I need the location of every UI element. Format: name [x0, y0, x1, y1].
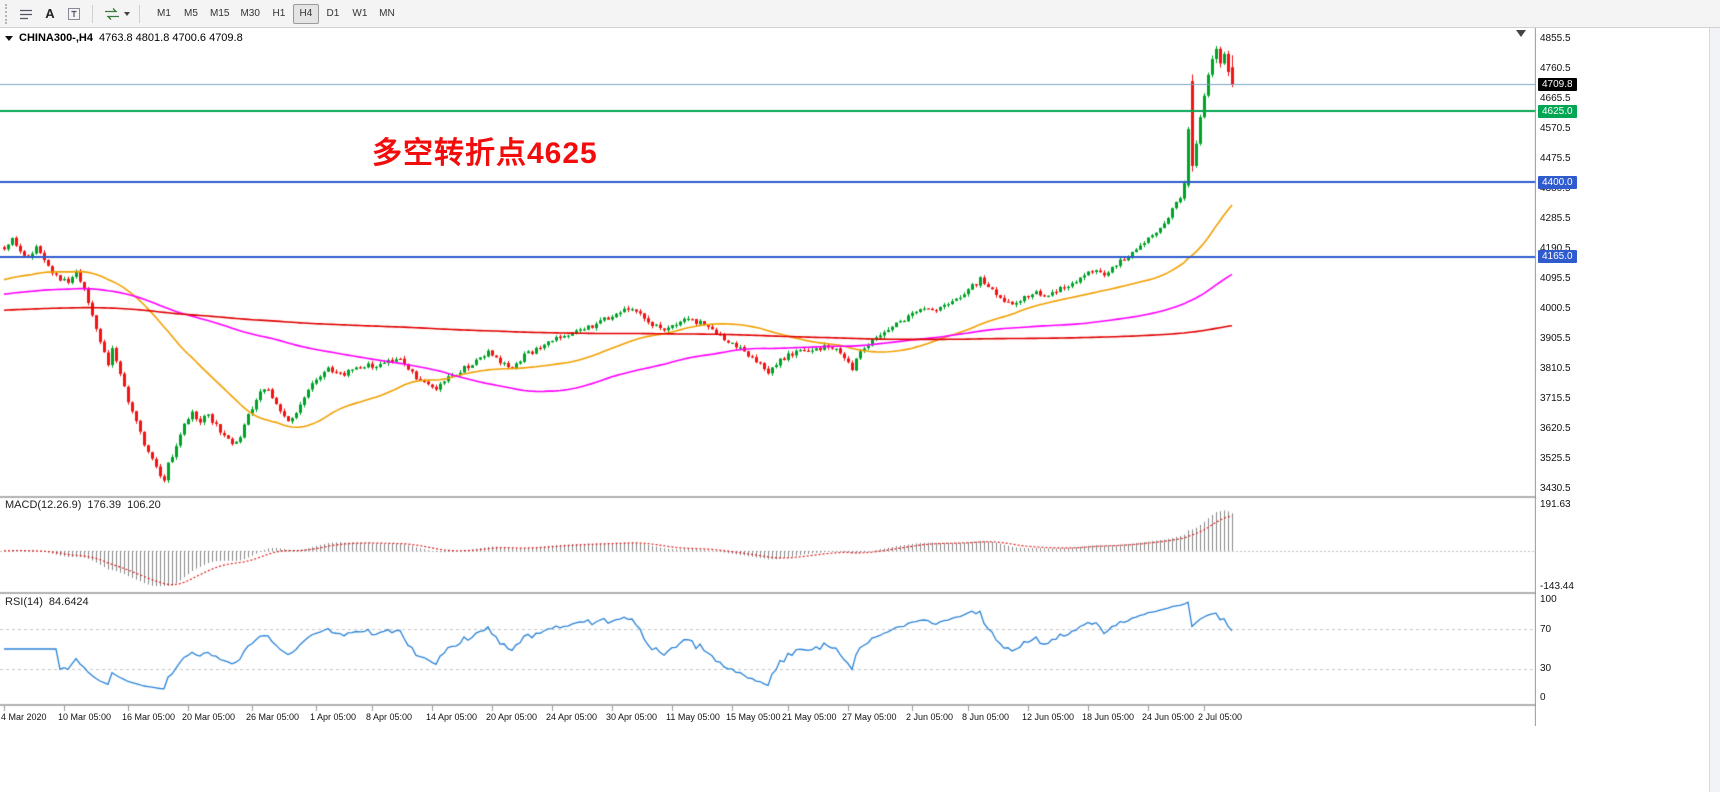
time-tick-label: 2 Jun 05:00: [906, 712, 954, 722]
price-tick-label: 3620.5: [1540, 423, 1571, 435]
price-level-badge: 4165.0: [1538, 250, 1577, 264]
rsi-scale-100: 100: [1540, 594, 1557, 605]
rsi-scale-70: 70: [1540, 624, 1552, 635]
price-axis: 4855.54760.54665.54570.54475.54380.54285…: [1538, 28, 1608, 728]
toolbar-separator: [139, 4, 140, 23]
time-tick-label: 21 May 05:00: [782, 712, 837, 722]
chart-shift-marker[interactable]: [1516, 30, 1526, 37]
time-tick-label: 12 Jun 05:00: [1022, 712, 1075, 722]
vertical-scrollbar[interactable]: [1709, 28, 1720, 792]
price-level-badge: 4709.8: [1538, 77, 1577, 91]
toolbar-grip[interactable]: [5, 3, 10, 24]
cycle-arrows-icon[interactable]: [100, 3, 132, 25]
macd-signal-value: 106.20: [127, 499, 161, 511]
time-tick-label: 26 Mar 05:00: [246, 712, 300, 722]
price-tick-label: 3905.5: [1540, 333, 1571, 345]
toolbar-separator: [92, 4, 93, 23]
price-tick-label: 4095.5: [1540, 273, 1571, 285]
time-tick-label: 20 Mar 05:00: [182, 712, 236, 722]
time-tick-label: 24 Apr 05:00: [546, 712, 598, 722]
chart-toolbar: A M1 M5 M15 M30 H1 H4 D1 W1 MN: [0, 0, 1720, 28]
text-tool-button[interactable]: A: [39, 3, 61, 25]
timeframe-button-d1[interactable]: D1: [326, 8, 340, 19]
symbol-period-label: CHINA300-,H4: [19, 32, 93, 44]
time-tick-label: 4 Mar 2020: [1, 712, 47, 722]
price-tick-label: 4000.5: [1540, 303, 1571, 315]
timeframe-button-m15[interactable]: M15: [210, 8, 230, 19]
timeframe-button-mn[interactable]: MN: [379, 8, 395, 19]
rsi-value: 84.6424: [48, 596, 89, 608]
time-tick-label: 15 May 05:00: [726, 712, 781, 722]
price-tick-label: 4285.5: [1540, 213, 1571, 225]
chart-canvas[interactable]: [0, 28, 1536, 726]
price-level-badge: 4400.0: [1538, 175, 1577, 189]
timeframe-button-m1[interactable]: M1: [157, 8, 171, 19]
time-tick-label: 2 Jul 05:00: [1198, 712, 1243, 722]
timeframe-button-w1[interactable]: W1: [352, 8, 368, 19]
timeframe-button-h1[interactable]: H1: [272, 8, 286, 19]
price-tick-label: 3715.5: [1540, 393, 1571, 405]
time-tick-label: 1 Apr 05:00: [310, 712, 357, 722]
time-tick-label: 8 Jun 05:00: [962, 712, 1010, 722]
price-tick-label: 3810.5: [1540, 363, 1571, 375]
rsi-scale-0: 0: [1540, 692, 1546, 703]
ohlc-values: 4763.8 4801.8 4700.6 4709.8: [98, 32, 243, 44]
macd-indicator-header: MACD(12.26.9) 176.39 106.20: [5, 499, 161, 511]
price-tick-label: 4855.5: [1540, 32, 1571, 44]
price-tick-label: 3430.5: [1540, 483, 1571, 495]
dropdown-caret-icon: [123, 11, 130, 16]
chart-annotation-text[interactable]: 多空转折点4625: [372, 137, 598, 170]
time-tick-label: 18 Jun 05:00: [1082, 712, 1135, 722]
macd-main-value: 176.39: [87, 499, 122, 511]
macd-scale-min: -143.44: [1540, 581, 1574, 592]
price-tick-label: 4190.5: [1540, 243, 1571, 255]
text-box-icon[interactable]: [63, 3, 85, 25]
price-tick-label: 4665.5: [1540, 92, 1571, 104]
rsi-indicator-header: RSI(14) 84.6424: [5, 596, 89, 608]
time-tick-label: 16 Mar 05:00: [122, 712, 176, 722]
time-tick-label: 24 Jun 05:00: [1142, 712, 1195, 722]
time-tick-label: 14 Apr 05:00: [426, 712, 478, 722]
chart-window: CHINA300-,H4 4763.8 4801.8 4700.6 4709.8…: [0, 28, 1720, 792]
price-tick-label: 4570.5: [1540, 122, 1571, 134]
timeframe-button-m5[interactable]: M5: [184, 8, 198, 19]
timeframe-button-m30[interactable]: M30: [240, 8, 260, 19]
time-tick-label: 27 May 05:00: [842, 712, 897, 722]
text-tool-label: A: [45, 6, 55, 21]
time-tick-label: 8 Apr 05:00: [366, 712, 413, 722]
price-tick-label: 4475.5: [1540, 152, 1571, 164]
rsi-params-label: RSI(14): [5, 596, 43, 608]
timeframe-group: M1 M5 M15 M30 H1 H4 D1 W1 MN: [151, 3, 400, 24]
time-axis: 4 Mar 2020 10 Mar 05:00 16 Mar 05:00 20 Mar…: [0, 712, 1536, 726]
time-tick-label: 11 May 05:00: [666, 712, 720, 722]
price-tick-label: 4760.5: [1540, 62, 1571, 74]
symbol-dropdown-icon[interactable]: [5, 35, 13, 41]
time-tick-label: 30 Apr 05:00: [606, 712, 658, 722]
timeframe-button-h4[interactable]: H4: [292, 3, 319, 24]
macd-scale-max: 191.63: [1540, 499, 1571, 510]
time-tick-label: 10 Mar 05:00: [58, 712, 112, 722]
price-tick-label: 3525.5: [1540, 453, 1571, 465]
chart-title: CHINA300-,H4 4763.8 4801.8 4700.6 4709.8: [5, 32, 243, 44]
line-studies-icon[interactable]: [15, 3, 37, 25]
macd-params-label: MACD(12.26.9): [5, 499, 82, 511]
rsi-scale-30: 30: [1540, 663, 1552, 674]
time-tick-label: 20 Apr 05:00: [486, 712, 538, 722]
price-level-badge: 4625.0: [1538, 104, 1577, 118]
